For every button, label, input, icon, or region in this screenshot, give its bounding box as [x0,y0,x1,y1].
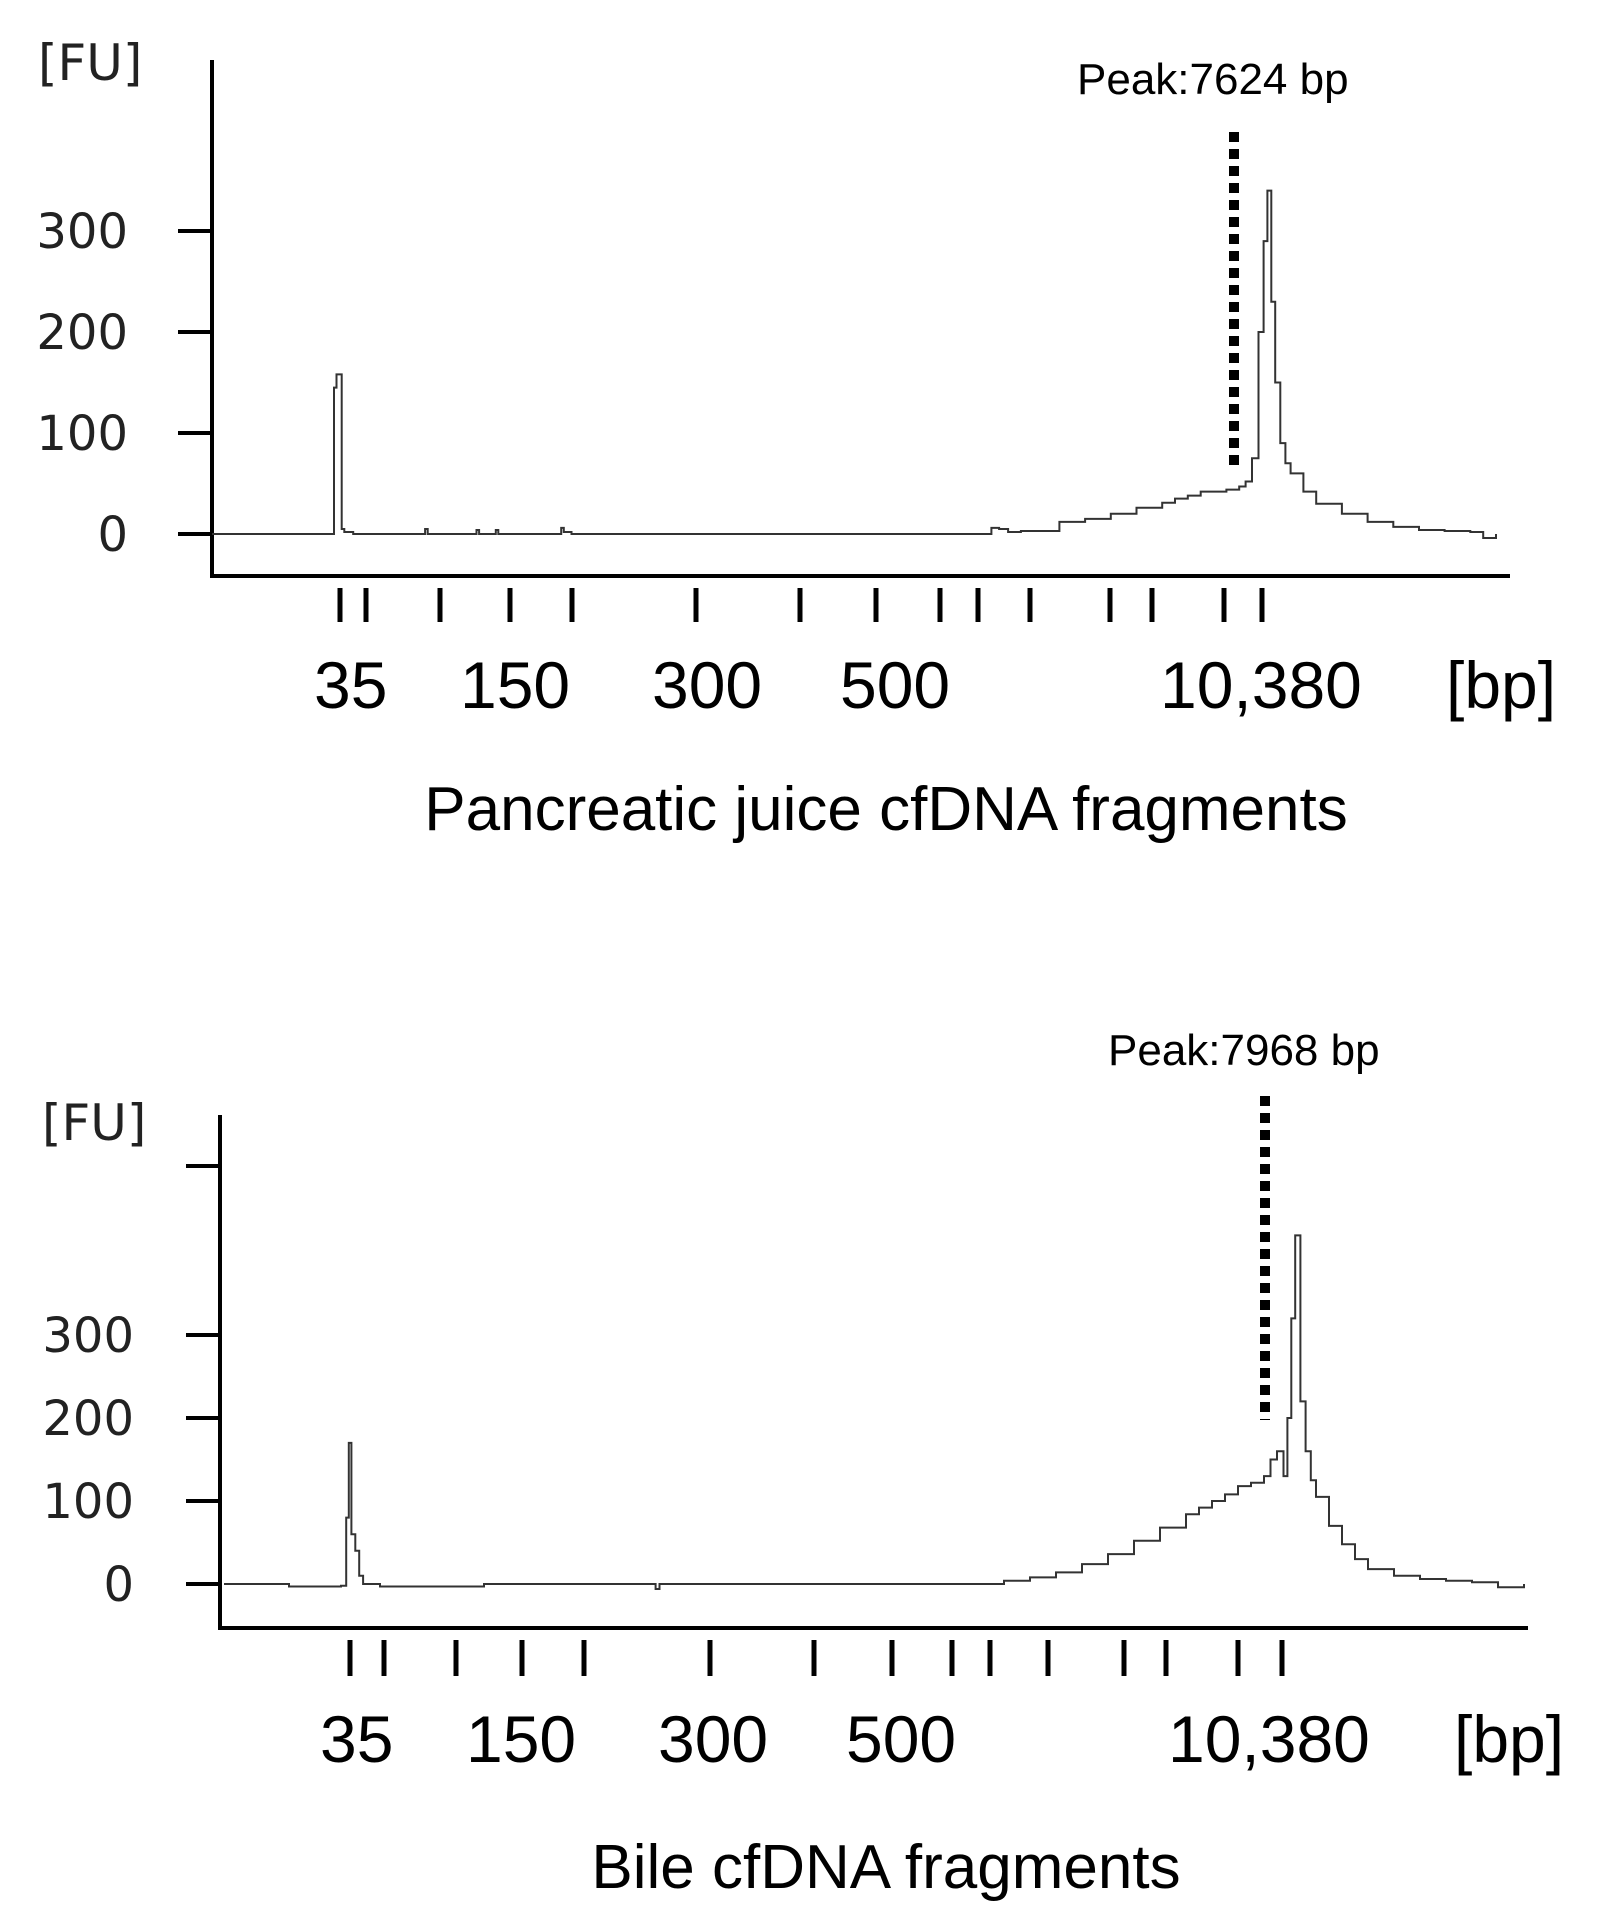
y-tick-label: 300 [36,204,128,260]
chart-panel-bile: Peak:7968 bp [FU] 0 100 200 300 35 150 300 … [0,1000,1598,1916]
x-tick-label: 150 [460,648,570,722]
y-tick-label: 100 [42,1474,134,1530]
x-tick-label: 300 [658,1702,768,1776]
x-tick-label: 300 [652,648,762,722]
x-tick-label: 500 [846,1702,956,1776]
y-ticks-group: 0 100 200 300 [36,204,212,563]
y-axis-unit-label: [FU] [42,1094,146,1152]
x-tick-label: 500 [840,648,950,722]
x-tick-label: 10,380 [1168,1702,1370,1776]
y-axis-unit-label: [FU] [38,34,142,92]
x-tick-label: 35 [314,648,387,722]
x-tick-label: 35 [320,1702,393,1776]
y-tick-label: 100 [36,406,128,462]
y-tick-label: 0 [97,507,128,563]
x-tick-label: 150 [466,1702,576,1776]
y-tick-label: 200 [36,305,128,361]
peak-annotation: Peak:7968 bp [1108,1026,1380,1075]
chart-panel-pancreatic: [FU] 0 100 200 300 Peak:7624 bp 35 150 300 … [0,0,1598,900]
peak-annotation: Peak:7624 bp [1077,55,1349,104]
y-tick-label: 300 [42,1308,134,1364]
x-axis-unit-label: [bp] [1446,648,1556,722]
x-axis-unit-label: [bp] [1454,1702,1564,1776]
chart-title: Pancreatic juice cfDNA fragments [424,775,1348,844]
y-tick-label: 200 [42,1391,134,1447]
y-ticks-group: 0 100 200 300 [42,1164,220,1613]
chart-title: Bile cfDNA fragments [591,1833,1180,1902]
electropherogram-trace [224,1234,1525,1590]
x-ticks-group [337,588,1265,622]
x-ticks-group [347,1640,1285,1676]
x-tick-label: 10,380 [1160,648,1362,722]
y-tick-label: 0 [103,1557,134,1613]
electropherogram-trace [212,189,1497,539]
